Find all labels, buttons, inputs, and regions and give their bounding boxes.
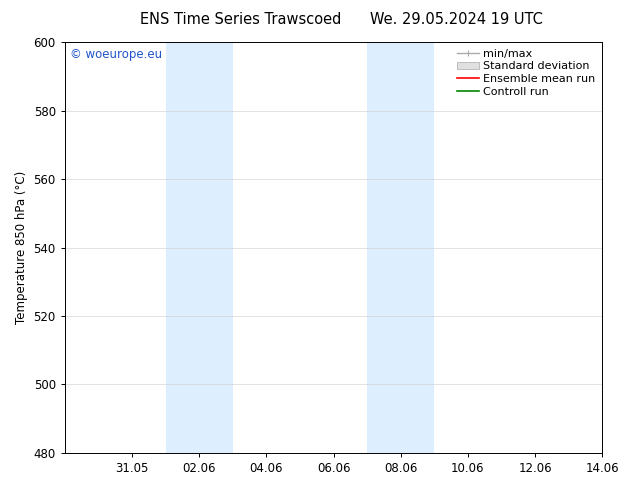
Bar [367,42,434,453]
Text: © woeurope.eu: © woeurope.eu [70,48,162,61]
Legend: min/max, Standard deviation, Ensemble mean run, Controll run: min/max, Standard deviation, Ensemble me… [453,46,599,100]
Text: We. 29.05.2024 19 UTC: We. 29.05.2024 19 UTC [370,12,543,27]
Text: ENS Time Series Trawscoed: ENS Time Series Trawscoed [140,12,342,27]
Bar [165,42,233,453]
Y-axis label: Temperature 850 hPa (°C): Temperature 850 hPa (°C) [15,171,28,324]
